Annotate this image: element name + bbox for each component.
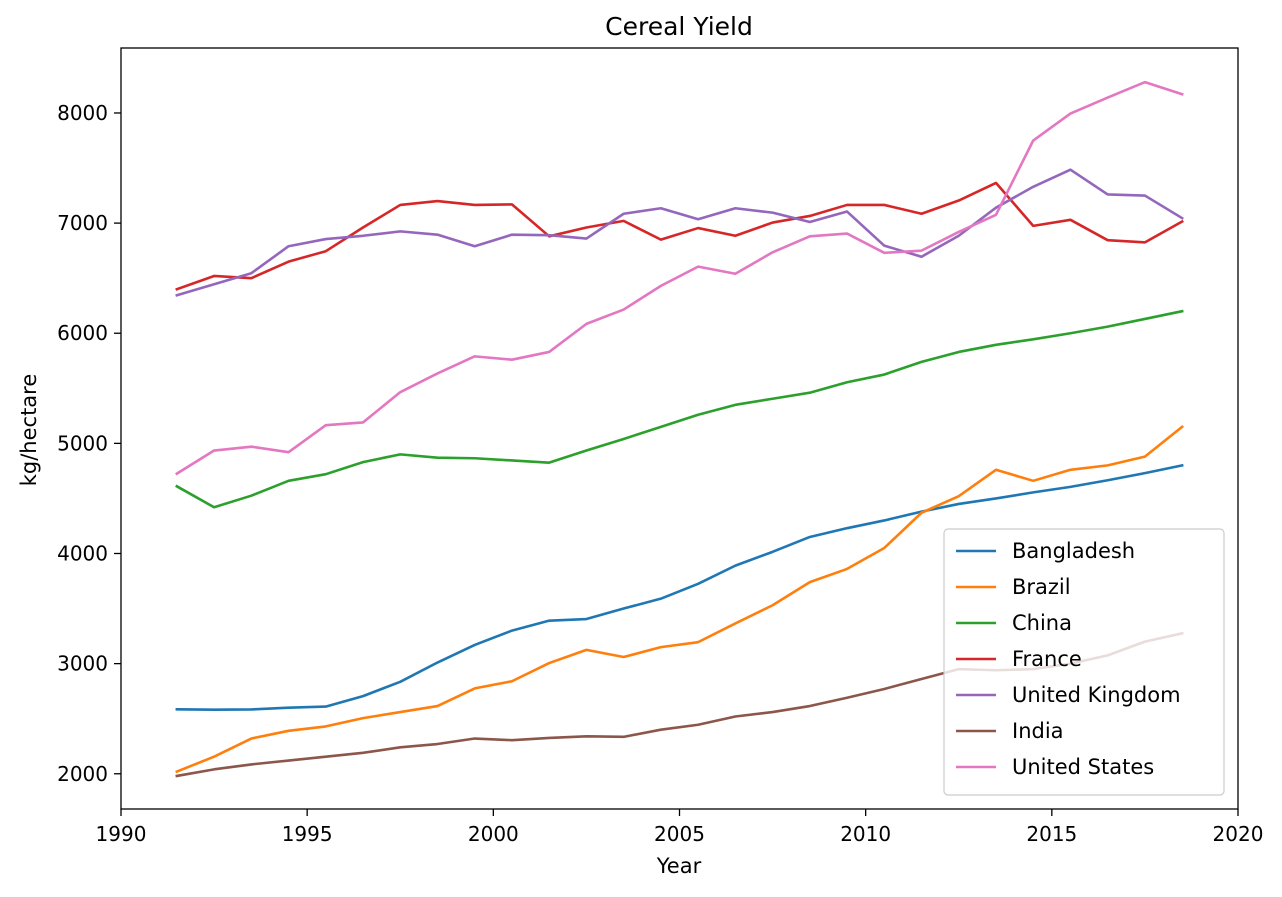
legend-label-france: France xyxy=(1012,647,1082,671)
legend-label-china: China xyxy=(1012,611,1072,635)
y-tick-label: 2000 xyxy=(57,762,108,786)
legend-label-brazil: Brazil xyxy=(1012,575,1071,599)
series-line-france xyxy=(175,181,1184,291)
legend: Bangladesh Brazil China France United Kingdo… xyxy=(943,528,1225,796)
y-tick-label: 7000 xyxy=(57,211,108,235)
series-line-bangladesh xyxy=(175,463,1184,711)
chart-title: Cereal Yield xyxy=(605,12,753,41)
series-line-united-states xyxy=(175,80,1184,476)
series-line-china xyxy=(175,309,1184,509)
y-tick-label: 6000 xyxy=(57,321,108,345)
legend-label-united-kingdom: United Kingdom xyxy=(1012,683,1181,707)
legend-box xyxy=(943,528,1225,796)
y-tick-label: 5000 xyxy=(57,431,108,455)
series-line-united-kingdom xyxy=(175,168,1184,297)
x-tick-label: 2015 xyxy=(1026,822,1077,846)
x-axis-label: Year xyxy=(656,854,702,878)
x-tick-label: 1995 xyxy=(282,822,333,846)
y-axis-label: kg/hectare xyxy=(17,374,41,487)
legend-label-bangladesh: Bangladesh xyxy=(1012,539,1135,563)
y-axis: 2000 3000 4000 5000 6000 7000 8000 xyxy=(57,101,121,786)
x-tick-label: 2005 xyxy=(654,822,705,846)
legend-label-india: India xyxy=(1012,719,1064,743)
x-tick-label: 2020 xyxy=(1213,822,1264,846)
x-tick-label: 1990 xyxy=(96,822,147,846)
legend-label-united-states: United States xyxy=(1012,755,1154,779)
series-line-brazil xyxy=(175,425,1184,774)
x-tick-label: 2000 xyxy=(468,822,519,846)
y-tick-label: 4000 xyxy=(57,541,108,565)
y-tick-label: 8000 xyxy=(57,101,108,125)
x-axis: 1990 1995 2000 2005 2010 2015 2020 xyxy=(96,809,1264,846)
x-tick-label: 2010 xyxy=(840,822,891,846)
y-tick-label: 3000 xyxy=(57,652,108,676)
